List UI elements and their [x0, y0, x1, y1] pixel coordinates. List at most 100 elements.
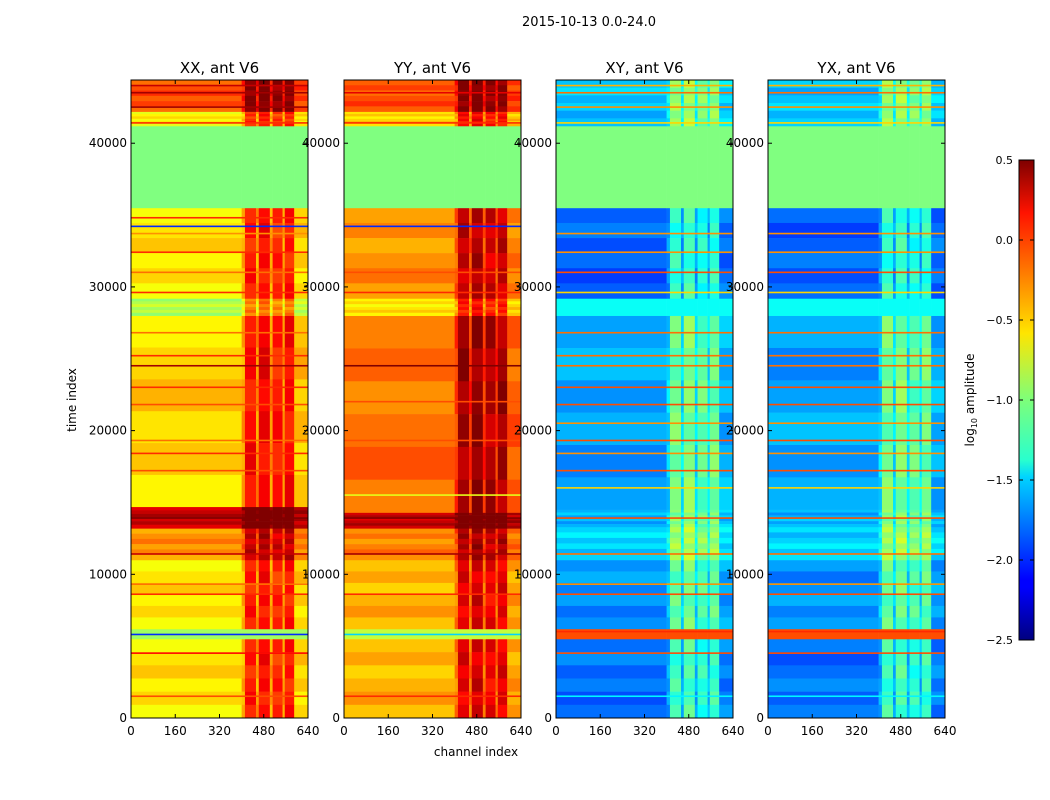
heatmap-cell	[244, 533, 257, 540]
heatmap-cell	[878, 207, 883, 224]
heatmap-cell	[497, 691, 508, 706]
heatmap-panel: XX, ant V60 160 320 480 64001000020000300004…	[89, 59, 320, 738]
heatmap-cell	[485, 582, 496, 595]
heatmap-cell	[878, 125, 883, 209]
heatmap-cell	[469, 446, 473, 481]
heatmap-cell	[681, 526, 685, 533]
heatmap-cell	[709, 559, 720, 572]
heatmap-cell	[881, 515, 894, 519]
heatmap-cell	[131, 347, 242, 380]
heatmap-cell	[495, 520, 499, 524]
heatmap-cell	[507, 538, 522, 545]
heatmap-cell	[893, 559, 897, 572]
heatmap-cell	[893, 222, 897, 239]
heatmap-cell	[497, 594, 508, 607]
heatmap-cell	[556, 617, 667, 630]
heatmap-cell	[931, 95, 946, 104]
heatmap-cell	[454, 238, 459, 254]
heatmap-cell	[241, 524, 246, 529]
heatmap-cell	[921, 543, 932, 550]
heatmap-cell	[454, 523, 459, 526]
heatmap-cell	[284, 116, 295, 120]
heatmap-cell	[485, 538, 496, 545]
heatmap-cell	[507, 312, 522, 316]
heatmap-cell	[895, 268, 908, 284]
heatmap-cell	[507, 605, 522, 618]
heatmap-cell	[258, 513, 271, 518]
heatmap-cell	[768, 238, 879, 254]
heatmap-cell	[694, 554, 698, 561]
heatmap-cell	[694, 605, 698, 618]
heatmap-cell	[556, 87, 667, 96]
heatmap-cell	[881, 678, 894, 692]
heatmap-cell	[244, 506, 257, 511]
heatmap-cell	[272, 544, 283, 550]
heatmap-cell	[471, 298, 484, 302]
heatmap-cell	[768, 526, 879, 533]
heatmap-cell	[471, 301, 484, 305]
heatmap-cell	[272, 301, 283, 305]
colorbar-tick-label: 0.0	[996, 234, 1014, 247]
heatmap-cell	[131, 125, 242, 209]
heatmap-cell	[666, 652, 671, 666]
heatmap-cell	[495, 594, 499, 607]
heatmap-cell	[241, 638, 246, 653]
heatmap-cell	[485, 101, 496, 107]
heatmap-cell	[241, 528, 246, 534]
heatmap-cell	[878, 380, 883, 413]
heatmap-cell	[482, 533, 486, 540]
heatmap-cell	[906, 594, 910, 607]
heatmap-cell	[893, 521, 897, 525]
heatmap-cell	[919, 238, 923, 254]
heatmap-cell	[497, 446, 508, 481]
panel-title: XY, ant V6	[605, 59, 683, 77]
heatmap-cell	[881, 537, 894, 544]
heatmap-cell	[931, 605, 946, 618]
heatmap-cell	[881, 283, 894, 299]
heatmap-cell	[507, 528, 522, 534]
heatmap-cell	[719, 222, 734, 239]
heatmap-cell	[709, 380, 720, 413]
heatmap-cell	[485, 665, 496, 679]
heatmap-cell	[469, 665, 473, 679]
heatmap-cell	[893, 110, 897, 119]
heatmap-cell	[284, 80, 295, 86]
heatmap-cell	[454, 538, 459, 545]
y-tick-label: 30000	[726, 280, 764, 294]
heatmap-cell	[666, 617, 671, 630]
heatmap-cell	[131, 116, 242, 120]
heatmap-cell	[906, 617, 910, 630]
heatmap-cell	[909, 412, 920, 446]
heatmap-cell	[556, 347, 667, 381]
heatmap-cell	[344, 298, 455, 302]
heatmap-cell	[497, 85, 508, 91]
heatmap-cell	[906, 253, 910, 269]
heatmap-cell	[681, 652, 685, 666]
heatmap-cell	[921, 110, 932, 119]
heatmap-cell	[709, 253, 720, 269]
heatmap-cell	[881, 298, 894, 316]
heatmap-cell	[258, 594, 271, 607]
heatmap-cell	[344, 549, 455, 555]
heatmap-cell	[707, 87, 711, 96]
heatmap-cell	[269, 652, 273, 666]
y-tick-label: 30000	[302, 280, 340, 294]
heatmap-cell	[457, 298, 470, 302]
heatmap-panel: YY, ant V60 160 320 480 64001000020000300004…	[302, 59, 533, 738]
heatmap-cell	[244, 304, 257, 308]
heatmap-cell	[683, 298, 696, 316]
heatmap-line	[131, 583, 308, 585]
heatmap-cell	[906, 222, 910, 239]
heatmap-cell	[269, 533, 273, 540]
heatmap-cell	[895, 444, 908, 478]
heatmap-cell	[272, 312, 283, 316]
heatmap-cell	[344, 207, 455, 224]
heatmap-cell	[344, 118, 455, 122]
heatmap-cell	[878, 477, 883, 510]
heatmap-cell	[683, 548, 696, 555]
heatmap-cell	[485, 446, 496, 481]
heatmap-cell	[457, 283, 470, 299]
heatmap-cell	[683, 559, 696, 572]
heatmap-cell	[269, 114, 273, 117]
heatmap-cell	[344, 517, 455, 521]
